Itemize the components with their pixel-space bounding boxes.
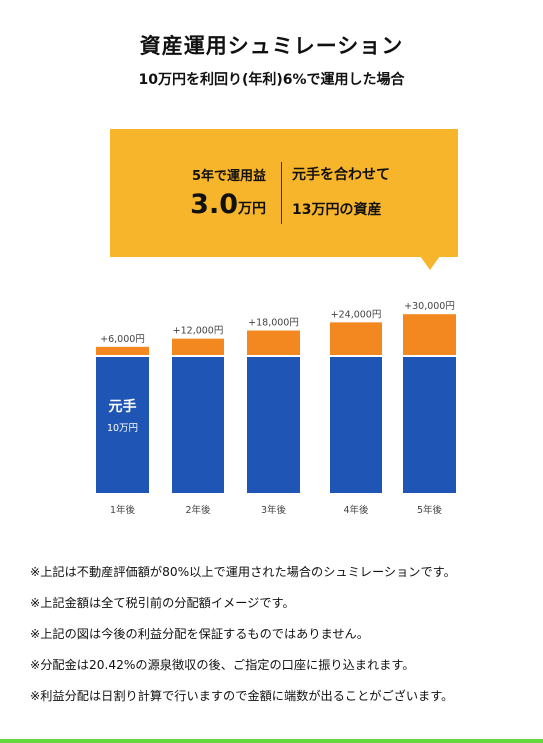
bar-principal-4 [330,357,382,493]
profit-summary: 5年で運用益 3.0万円 [110,129,280,257]
bar-separator-4 [330,355,382,357]
x-tick-label-2: 2年後 [185,504,211,516]
bar-gain-5 [403,314,456,355]
x-tick-label-3: 3年後 [261,504,287,516]
data-label-5: +30,000円 [404,301,455,312]
note-4: ※分配金は20.42%の源泉徴収の後、ご指定の口座に振り込まれます。 [30,658,415,672]
note-5: ※利益分配は日割り計算で行いますので金額に端数が出ることがございます。 [30,689,454,703]
x-tick-label-5: 5年後 [417,504,443,516]
bar-separator-2 [172,355,224,357]
bar-gain-4 [330,322,382,355]
note-3: ※上記の図は今後の利益分配を保証するものではありません。 [30,627,369,641]
bottom-accent-bar [0,739,543,743]
page-title: 資産運用シュミレーション [139,34,404,58]
profit-label: 5年で運用益 [191,169,266,184]
note-1: ※上記は不動産評価額が80%以上で運用された場合のシュミレーションです。 [30,565,456,579]
bar-separator-3 [247,355,300,357]
profit-number: 3.0 [190,189,238,220]
profit-unit: 万円 [238,201,266,217]
bar-principal-5 [403,357,456,493]
data-label-4: +24,000円 [331,309,382,320]
bar-principal-3 [247,357,300,493]
bar-principal-1 [96,357,149,493]
data-label-1: +6,000円 [100,334,145,345]
x-tick-label-4: 4年後 [343,504,369,516]
total-summary: 元手を合わせて 13万円の資産 [292,129,452,257]
principal-label: 元手 [109,398,137,415]
stacked-bar-chart: +6,000円 1年後 +12,000円 2年後 +18,000円 3年後 +24,000円… [96,301,456,516]
profit-value: 3.0万円 [190,189,266,220]
bar-gain-3 [247,330,300,355]
bar-gain-2 [172,338,224,355]
callout-divider [281,162,282,224]
data-label-2: +12,000円 [173,326,224,337]
bar-principal-2 [172,357,224,493]
x-tick-label-1: 1年後 [110,504,136,516]
summary-callout [110,129,458,257]
total-line-1: 元手を合わせて [292,167,390,183]
bar-separator-5 [403,355,456,357]
data-label-3: +18,000円 [248,318,299,329]
callout-pointer [420,256,440,270]
page-subtitle: 10万円を利回り(年利)6%で運用した場合 [138,72,405,88]
note-2: ※上記金額は全て税引前の分配額イメージです。 [30,596,295,610]
bar-separator-1 [96,355,149,357]
bar-gain-1 [96,346,149,355]
total-line-2: 13万円の資産 [292,202,382,218]
principal-value-label: 10万円 [107,423,138,434]
